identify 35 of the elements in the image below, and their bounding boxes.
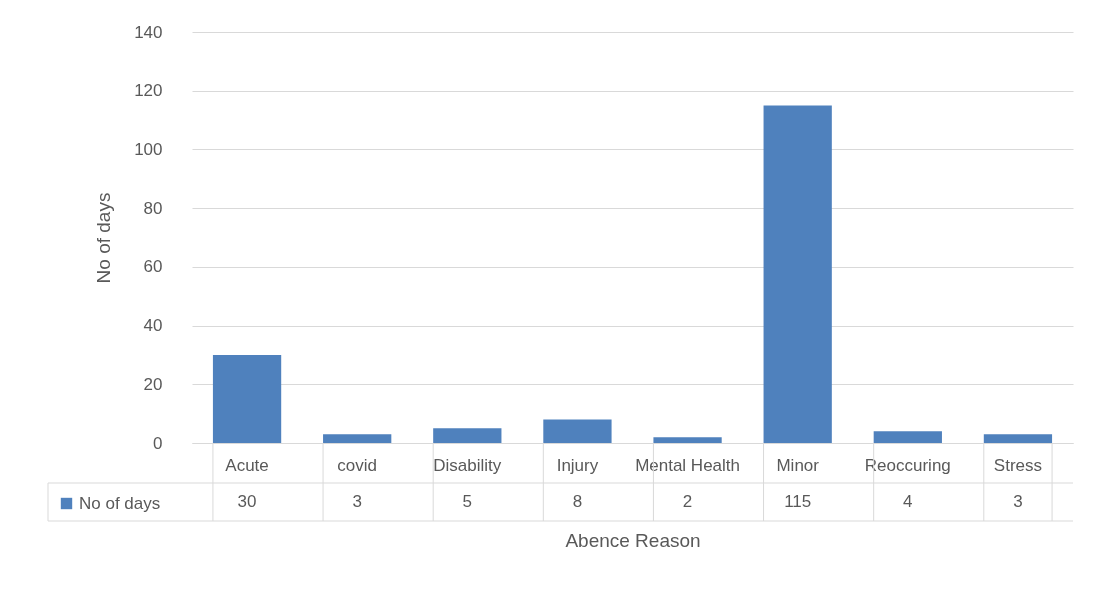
x-tick-label: Minor [776,455,820,475]
bar [763,105,832,443]
data-label: 115 [784,492,812,511]
x-tick-label: Stress [993,455,1043,475]
x-tick-label: Mental Health [635,455,741,475]
bar [433,428,502,443]
y-axis-title: No of days [93,192,115,284]
y-tick-label: 80 [143,198,163,218]
bar [543,419,612,443]
y-tick-label: 120 [134,81,163,101]
data-label: 5 [462,492,473,511]
bar [983,434,1053,443]
x-tick-label: Disability [433,455,502,475]
data-label: 3 [1013,492,1023,511]
data-label: 8 [572,492,583,511]
y-tick-label: 60 [143,257,163,277]
y-tick-label: 0 [153,433,163,453]
x-tick-label: Acute [225,455,269,475]
x-axis-title: Abence Reason [565,529,701,551]
x-tick-label: covid [337,455,378,475]
y-tick-label: 100 [134,139,163,159]
data-label: 3 [352,492,362,511]
x-tick-label: Reoccuring [864,455,951,475]
y-tick-label: 140 [134,22,163,42]
bar [653,437,722,443]
data-label: 4 [903,492,913,511]
bar [323,434,392,443]
data-label: 2 [682,492,693,511]
bar [873,431,942,443]
data-label: 30 [237,492,257,511]
legend-label: No of days [79,493,161,513]
y-tick-label: 20 [143,374,163,394]
y-tick-label: 40 [143,316,163,336]
x-tick-label: Injury [556,455,599,475]
bar [212,354,282,443]
